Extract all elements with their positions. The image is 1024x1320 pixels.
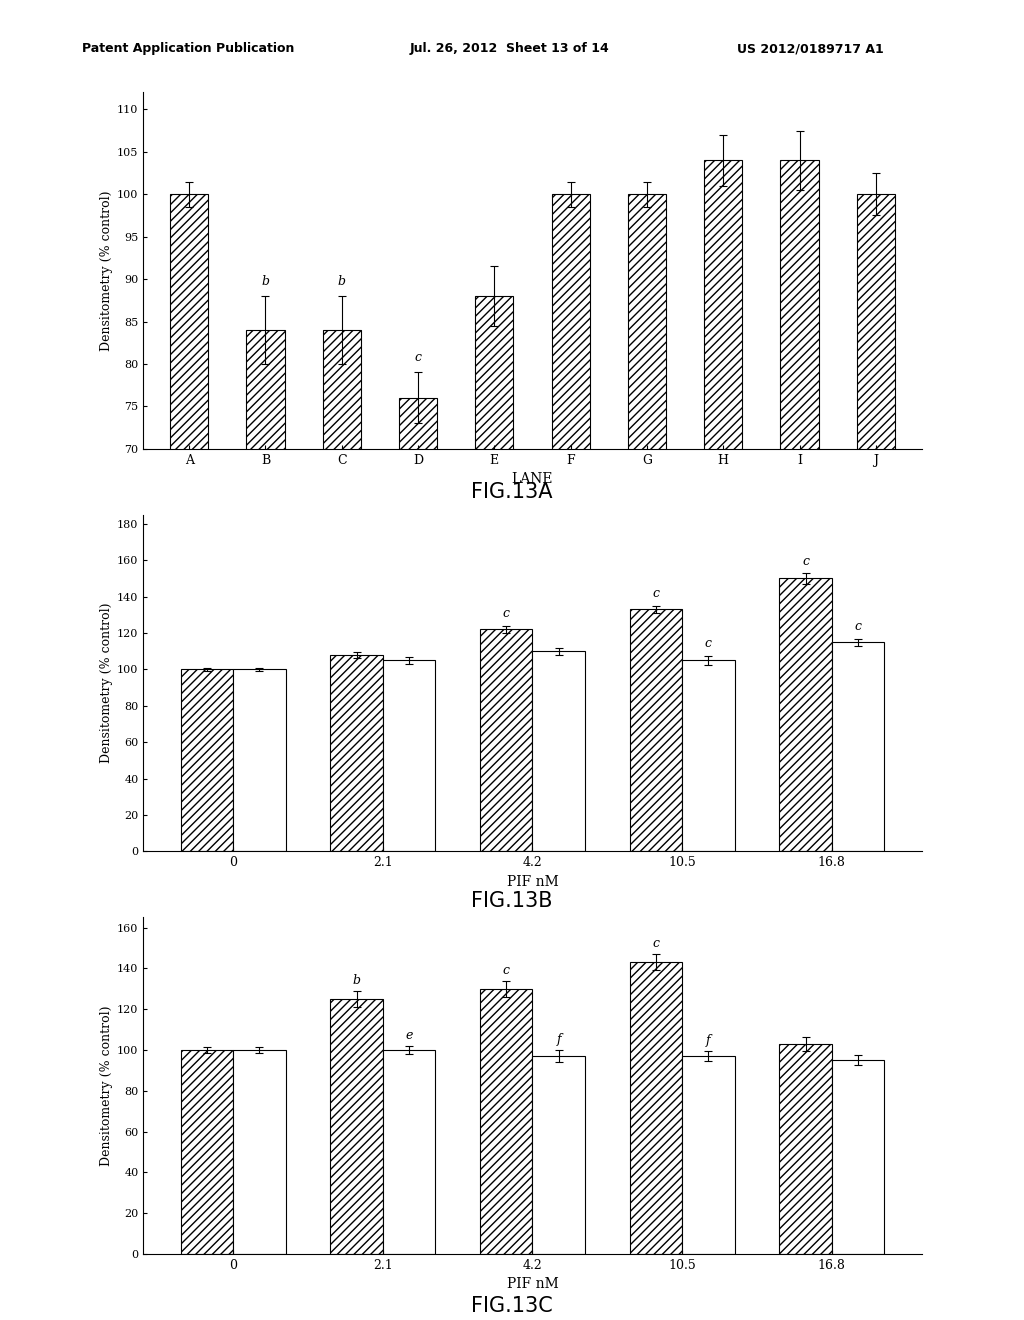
Bar [552, 194, 590, 1043]
Bar [475, 296, 513, 1043]
Bar [247, 330, 285, 1043]
Bar [831, 642, 884, 851]
Text: b: b [352, 974, 360, 987]
Text: c: c [802, 554, 809, 568]
X-axis label: PIF nM: PIF nM [507, 1278, 558, 1291]
Y-axis label: Densitometry (% control): Densitometry (% control) [100, 190, 113, 351]
Bar [779, 578, 831, 851]
Bar [857, 194, 895, 1043]
Text: c: c [652, 937, 659, 950]
Bar [780, 160, 818, 1043]
Text: b: b [338, 275, 346, 288]
Y-axis label: Densitometry (% control): Densitometry (% control) [100, 603, 113, 763]
Text: e: e [406, 1028, 413, 1041]
Bar [383, 1049, 435, 1254]
Text: Jul. 26, 2012  Sheet 13 of 14: Jul. 26, 2012 Sheet 13 of 14 [410, 42, 609, 55]
Text: US 2012/0189717 A1: US 2012/0189717 A1 [737, 42, 884, 55]
Bar [233, 1049, 286, 1254]
Bar [628, 194, 666, 1043]
Text: FIG.13B: FIG.13B [471, 891, 553, 911]
Bar [323, 330, 360, 1043]
Text: b: b [261, 275, 269, 288]
Bar [383, 660, 435, 851]
Bar [331, 655, 383, 851]
Bar [682, 660, 734, 851]
Text: c: c [705, 638, 712, 651]
Bar [181, 1049, 233, 1254]
Bar [532, 1056, 585, 1254]
Bar [831, 1060, 884, 1254]
Text: FIG.13C: FIG.13C [471, 1296, 553, 1316]
Bar [532, 651, 585, 851]
Bar [682, 1056, 734, 1254]
Text: c: c [652, 587, 659, 601]
Text: c: c [503, 607, 510, 620]
Y-axis label: Densitometry (% control): Densitometry (% control) [100, 1006, 113, 1166]
Bar [480, 630, 532, 851]
Bar [705, 160, 742, 1043]
Text: Patent Application Publication: Patent Application Publication [82, 42, 294, 55]
Text: c: c [503, 964, 510, 977]
Bar [630, 962, 682, 1254]
Bar [170, 194, 208, 1043]
X-axis label: PIF nM: PIF nM [507, 875, 558, 888]
Bar [181, 669, 233, 851]
Bar [399, 397, 437, 1043]
X-axis label: LANE: LANE [512, 473, 553, 486]
Text: FIG.13A: FIG.13A [471, 482, 553, 502]
Text: f: f [556, 1034, 561, 1045]
Bar [331, 999, 383, 1254]
Text: f: f [706, 1034, 711, 1047]
Bar [779, 1044, 831, 1254]
Text: c: c [415, 351, 422, 364]
Bar [480, 989, 532, 1254]
Bar [630, 610, 682, 851]
Bar [233, 669, 286, 851]
Text: c: c [854, 620, 861, 634]
